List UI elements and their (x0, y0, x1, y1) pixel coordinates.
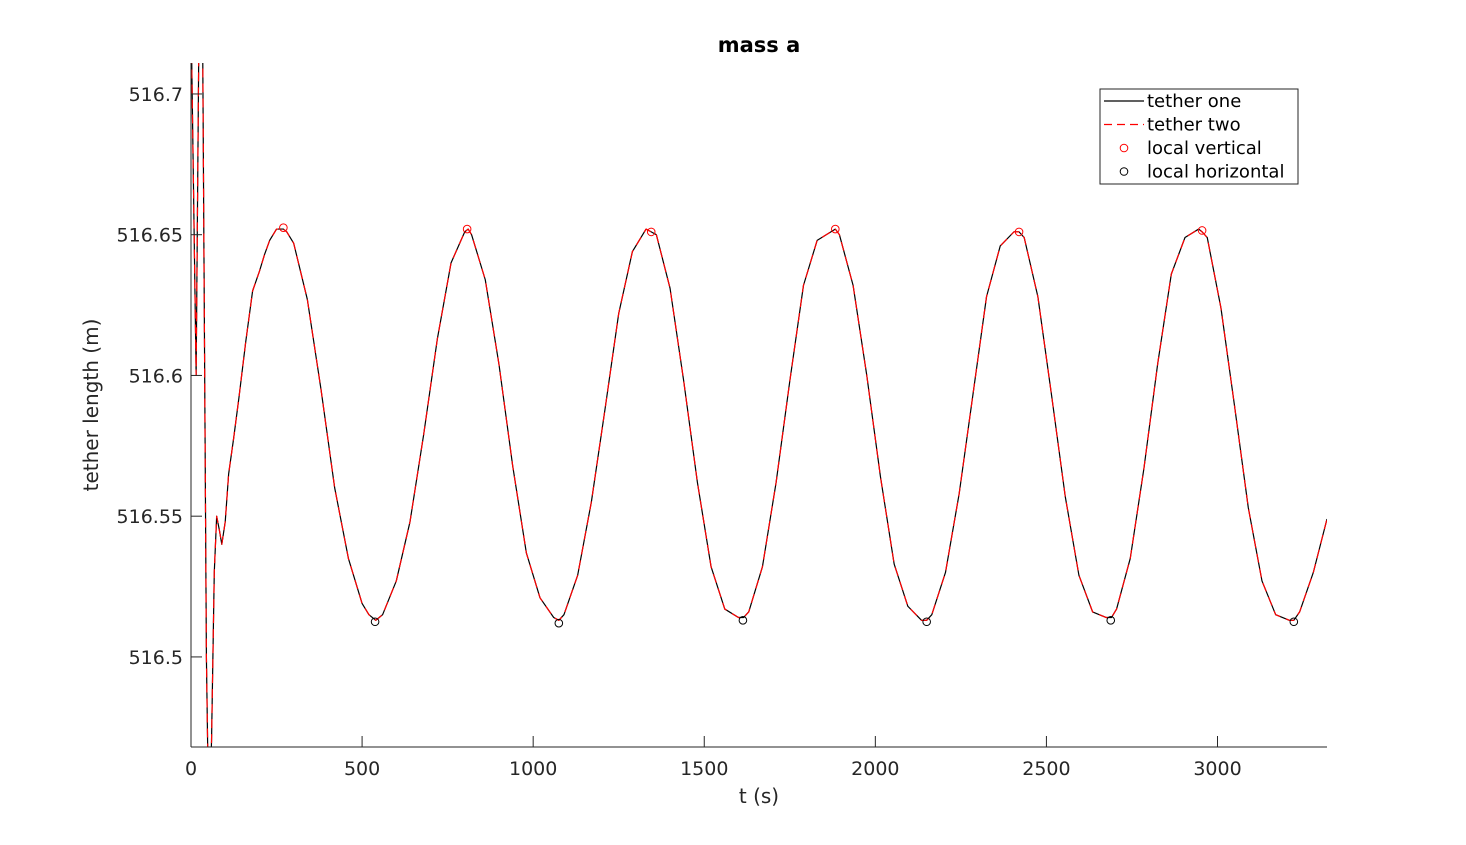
series-layer (191, 63, 1327, 747)
legend-marker (1119, 143, 1129, 153)
legend-label: local horizontal (1147, 162, 1284, 183)
marker-local-horizontal (1106, 616, 1116, 625)
x-tick-label: 2000 (851, 758, 899, 780)
y-tick-label: 516.6 (129, 365, 183, 387)
x-tick-label: 2500 (1022, 758, 1070, 780)
y-tick-label: 516.7 (129, 84, 183, 106)
legend-marker (1119, 167, 1129, 176)
x-tick-label: 0 (185, 758, 197, 780)
y-tick-label: 516.5 (129, 647, 183, 669)
axes-layer: 0 500 1000 1500 2000 2500 3000 516.5 516.55 516.6… (117, 63, 1327, 780)
marker-local-vertical (462, 224, 472, 234)
x-tick-label: 1500 (680, 758, 728, 780)
chart-title: mass a (718, 33, 801, 57)
x-tick-label: 3000 (1193, 758, 1241, 780)
marker-local-vertical (279, 223, 288, 232)
x-tick-label: 1000 (509, 758, 557, 780)
marker-local-horizontal (554, 618, 564, 628)
x-axis-title: t (s) (739, 784, 779, 808)
y-tick-label: 516.65 (117, 225, 183, 247)
marker-local-horizontal (922, 617, 931, 627)
marker-local-vertical (1197, 226, 1207, 235)
x-tick-label: 500 (344, 758, 380, 780)
marker-local-horizontal (1289, 617, 1299, 627)
marker-local-horizontal (370, 617, 380, 627)
legend-label: local vertical (1147, 138, 1262, 159)
legend-label: tether one (1147, 91, 1241, 112)
marker-local-vertical (646, 227, 656, 237)
marker-local-horizontal (738, 616, 748, 625)
legend-label: tether two (1147, 115, 1241, 136)
y-axis-title: tether length (m) (79, 319, 103, 492)
marker-local-vertical (831, 224, 840, 234)
series-line-tether-two (191, 63, 1327, 747)
y-tick-label: 516.55 (117, 506, 183, 528)
marker-local-vertical (1014, 227, 1024, 237)
legend-box (1099, 88, 1299, 185)
